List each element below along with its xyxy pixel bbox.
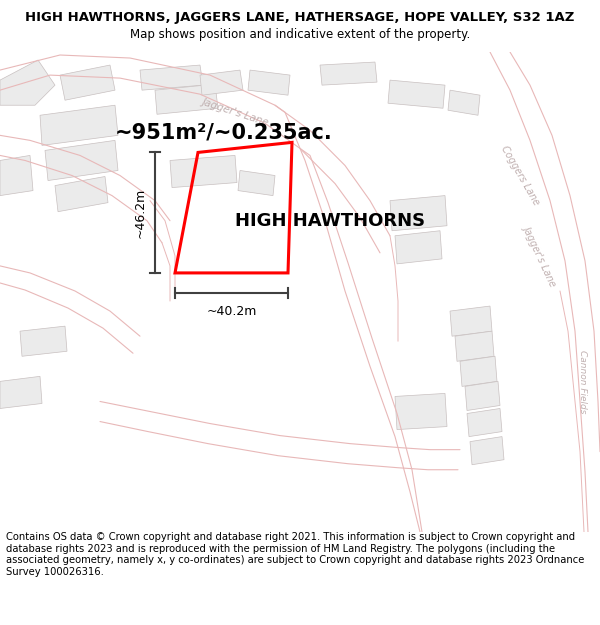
Polygon shape [248,70,290,95]
Text: Jagger's Lane: Jagger's Lane [200,97,270,128]
Polygon shape [388,80,445,108]
Polygon shape [200,70,243,95]
Polygon shape [0,376,42,409]
Polygon shape [320,62,377,85]
Polygon shape [238,171,275,196]
Polygon shape [455,331,494,361]
Text: HIGH HAWTHORNS: HIGH HAWTHORNS [235,212,425,230]
Text: ~40.2m: ~40.2m [206,305,257,318]
Polygon shape [140,65,203,90]
Polygon shape [20,326,67,356]
Text: Jagger's Lane: Jagger's Lane [521,224,559,288]
Polygon shape [55,176,108,212]
Text: ~951m²/~0.235ac.: ~951m²/~0.235ac. [115,122,333,142]
Polygon shape [460,356,497,386]
Polygon shape [470,437,504,465]
Text: HIGH HAWTHORNS, JAGGERS LANE, HATHERSAGE, HOPE VALLEY, S32 1AZ: HIGH HAWTHORNS, JAGGERS LANE, HATHERSAGE… [25,11,575,24]
Polygon shape [465,381,500,411]
Text: Contains OS data © Crown copyright and database right 2021. This information is : Contains OS data © Crown copyright and d… [6,532,584,577]
Polygon shape [448,90,480,115]
Text: Coggers Lane: Coggers Lane [499,144,541,207]
Text: Map shows position and indicative extent of the property.: Map shows position and indicative extent… [130,28,470,41]
Polygon shape [390,196,447,231]
Polygon shape [45,141,118,181]
Polygon shape [0,156,33,196]
Polygon shape [0,60,55,105]
Polygon shape [40,105,118,146]
Polygon shape [60,65,115,100]
Polygon shape [170,156,237,188]
Text: ~46.2m: ~46.2m [134,188,147,238]
Polygon shape [467,409,502,437]
Polygon shape [395,393,447,429]
Polygon shape [450,306,492,336]
Polygon shape [155,84,218,114]
Text: Cannon Fields: Cannon Fields [577,349,587,413]
Polygon shape [395,231,442,264]
